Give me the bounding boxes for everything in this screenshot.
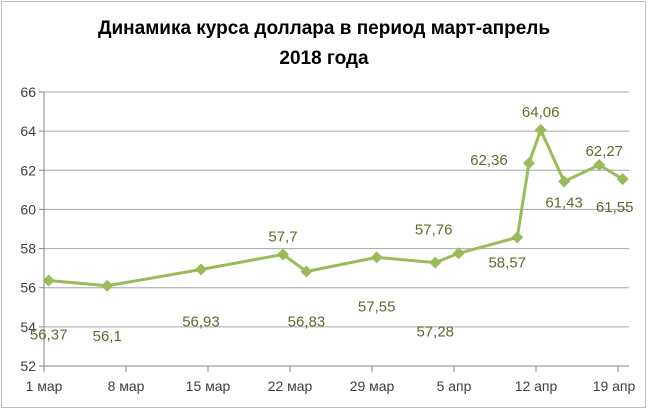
x-tick-label: 15 мар bbox=[186, 378, 231, 394]
data-point-marker bbox=[276, 248, 289, 261]
x-tick-label: 29 мар bbox=[350, 378, 395, 394]
data-point-marker bbox=[429, 256, 442, 269]
data-label: 56,1 bbox=[93, 328, 122, 345]
data-label: 57,7 bbox=[268, 228, 297, 245]
x-tick-label: 8 мар bbox=[108, 378, 145, 394]
series-line bbox=[48, 128, 624, 288]
data-point-marker bbox=[616, 173, 629, 186]
chart-title-line1: Динамика курса доллара в период март-апр… bbox=[97, 18, 551, 39]
data-label: 56,37 bbox=[30, 326, 68, 343]
chart-title-line2: 2018 года bbox=[279, 48, 369, 69]
data-label: 61,43 bbox=[545, 194, 583, 211]
data-point-marker bbox=[558, 175, 571, 188]
data-point-marker bbox=[511, 231, 524, 244]
y-tick-label: 64 bbox=[20, 123, 36, 139]
y-tick-label: 62 bbox=[20, 162, 36, 178]
y-tick-label: 56 bbox=[20, 280, 36, 296]
y-tick-label: 52 bbox=[20, 358, 36, 374]
y-tick-label: 54 bbox=[20, 319, 36, 335]
data-label: 61,55 bbox=[596, 199, 634, 216]
data-label: 62,27 bbox=[585, 143, 623, 160]
data-point-marker bbox=[534, 123, 547, 136]
data-point-marker bbox=[593, 159, 606, 172]
y-tick-label: 66 bbox=[20, 84, 36, 100]
data-label: 56,83 bbox=[288, 313, 326, 330]
data-point-marker bbox=[370, 251, 383, 264]
data-point-marker bbox=[194, 263, 207, 276]
data-label: 56,93 bbox=[182, 314, 220, 331]
data-point-marker bbox=[300, 265, 313, 278]
data-point-marker bbox=[522, 157, 535, 170]
x-tick-label: 5 апр bbox=[437, 378, 472, 394]
x-tick-label: 19 апр bbox=[593, 378, 636, 394]
data-label: 64,06 bbox=[522, 104, 560, 121]
y-tick-label: 58 bbox=[20, 241, 36, 257]
data-point-marker bbox=[101, 279, 114, 292]
data-point-marker bbox=[42, 274, 55, 287]
data-label: 57,76 bbox=[415, 221, 453, 238]
data-point-marker bbox=[452, 247, 465, 260]
y-tick-label: 60 bbox=[20, 201, 36, 217]
x-tick-label: 1 мар bbox=[26, 378, 63, 394]
data-label: 62,36 bbox=[470, 152, 508, 169]
data-label: 57,55 bbox=[358, 298, 396, 315]
data-label: 58,57 bbox=[488, 254, 526, 271]
x-tick-label: 22 мар bbox=[268, 378, 313, 394]
data-label: 57,28 bbox=[416, 324, 454, 341]
x-tick-label: 12 апр bbox=[515, 378, 558, 394]
